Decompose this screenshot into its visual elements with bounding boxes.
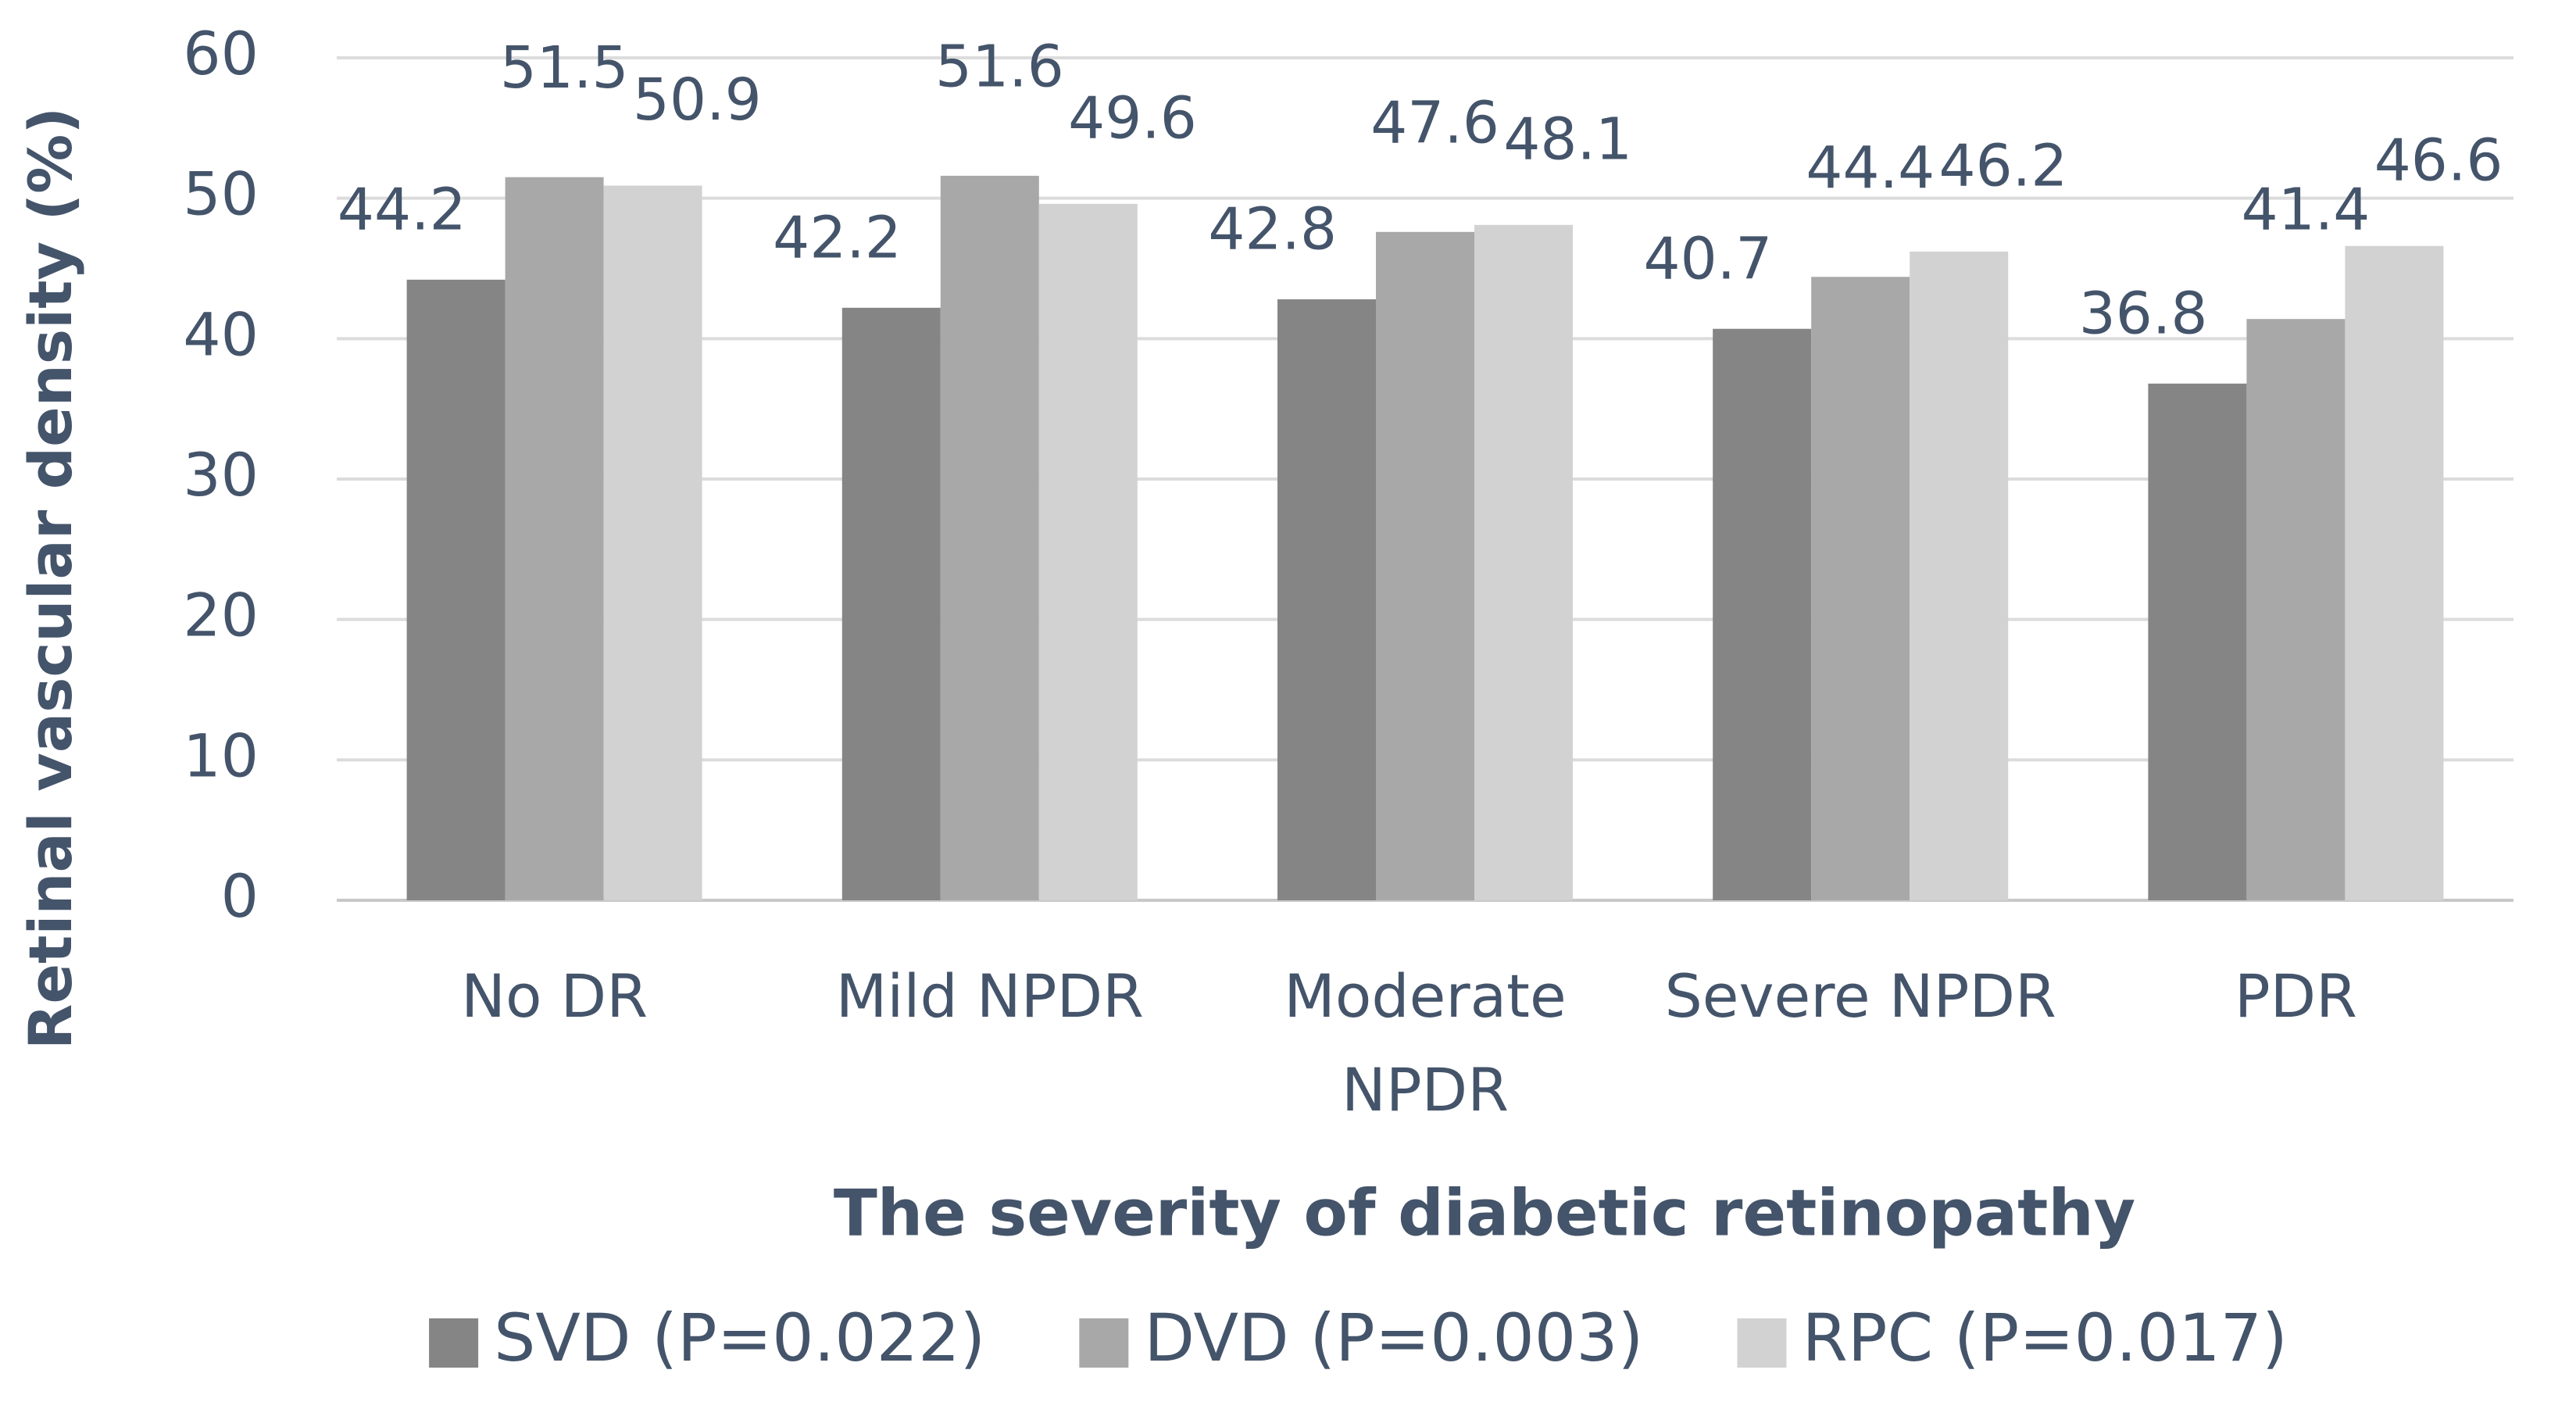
bar bbox=[940, 175, 1039, 901]
legend-swatch bbox=[1079, 1318, 1129, 1368]
data-label: 41.4 bbox=[2242, 177, 2371, 244]
data-label: 40.7 bbox=[1644, 225, 1773, 292]
y-tick-label: 40 bbox=[183, 299, 259, 369]
legend-label: RPC (P=0.017) bbox=[1802, 1300, 2287, 1376]
data-label: 50.9 bbox=[633, 66, 762, 134]
data-label: 44.2 bbox=[338, 176, 466, 243]
x-tick-label: Severe NPDR bbox=[1665, 961, 2056, 1031]
data-label: 46.2 bbox=[1939, 132, 2068, 199]
y-tick-label: 30 bbox=[183, 440, 259, 510]
x-tick-label: PDR bbox=[2235, 961, 2357, 1031]
data-label: 47.6 bbox=[1370, 89, 1499, 156]
bar bbox=[2148, 383, 2247, 900]
y-tick-label: 60 bbox=[183, 19, 259, 88]
legend-swatch bbox=[1737, 1318, 1787, 1368]
bar bbox=[1713, 328, 1812, 900]
data-label: 48.1 bbox=[1503, 106, 1632, 173]
bar bbox=[1910, 251, 2009, 900]
x-tick-label: No DR bbox=[461, 961, 648, 1031]
legend-label: DVD (P=0.003) bbox=[1144, 1300, 1643, 1376]
data-label: 49.6 bbox=[1068, 84, 1197, 152]
x-tick-label: Mild NPDR bbox=[836, 961, 1144, 1031]
bar bbox=[841, 307, 941, 901]
data-label: 46.6 bbox=[2374, 127, 2503, 194]
y-tick-label: 20 bbox=[183, 581, 259, 650]
bar bbox=[1474, 224, 1573, 900]
y-tick-label: 50 bbox=[183, 159, 259, 229]
data-label: 51.5 bbox=[500, 34, 629, 102]
data-label: 36.8 bbox=[2079, 280, 2208, 347]
bar bbox=[1038, 203, 1138, 900]
legend-label: SVD (P=0.022) bbox=[494, 1300, 985, 1376]
data-label: 42.8 bbox=[1208, 196, 1337, 263]
bar bbox=[2246, 319, 2346, 900]
bar bbox=[1811, 277, 1910, 900]
bar bbox=[1277, 299, 1376, 900]
y-tick-label: 0 bbox=[221, 861, 259, 931]
bar bbox=[1376, 231, 1474, 901]
legend-swatch bbox=[429, 1318, 479, 1368]
x-tick-label: Moderate NPDR bbox=[1284, 961, 1566, 1125]
bar bbox=[505, 177, 604, 900]
data-label: 44.4 bbox=[1806, 134, 1935, 202]
bar bbox=[603, 185, 702, 900]
y-tick-label: 10 bbox=[183, 721, 259, 790]
bar bbox=[406, 279, 506, 901]
y-axis-title: Retinal vascular density (%) bbox=[16, 107, 85, 1050]
x-axis-title: The severity of diabetic retinopathy bbox=[834, 1176, 2135, 1250]
data-label: 51.6 bbox=[935, 33, 1064, 100]
data-label: 42.2 bbox=[773, 204, 902, 271]
bar bbox=[2345, 245, 2444, 901]
